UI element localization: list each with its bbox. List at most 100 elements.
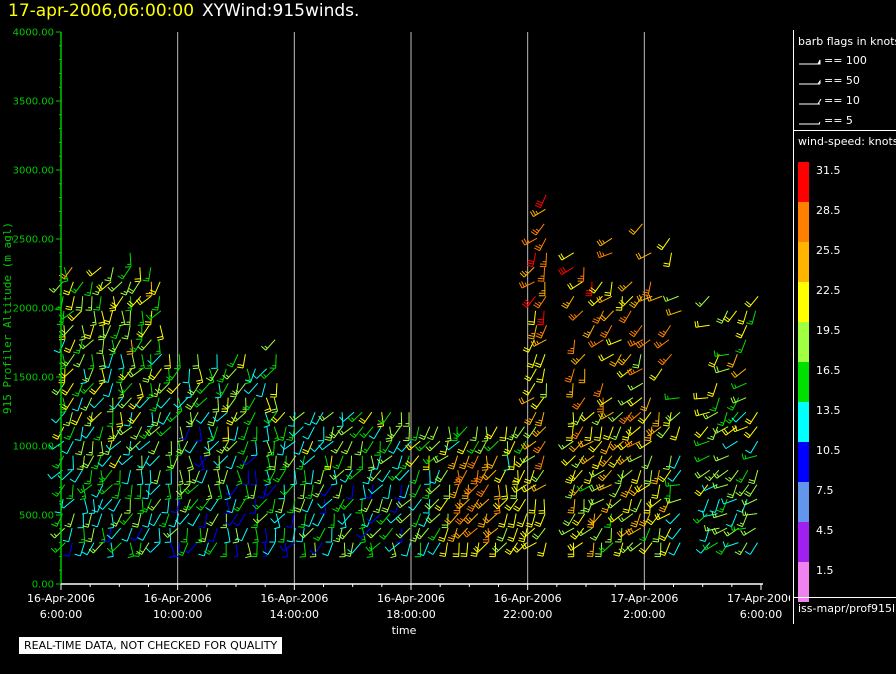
wind-barb bbox=[65, 296, 75, 311]
wind-barb bbox=[118, 513, 134, 525]
wind-barb bbox=[735, 469, 749, 483]
wind-barb bbox=[599, 325, 613, 339]
wind-barb bbox=[717, 412, 728, 427]
wind-barb bbox=[598, 542, 614, 553]
wind-barb bbox=[86, 411, 102, 423]
wind-barb bbox=[519, 266, 535, 278]
wind-barb bbox=[282, 455, 297, 468]
wind-barb bbox=[280, 440, 296, 450]
wind-barb bbox=[138, 354, 145, 370]
wind-barb bbox=[339, 542, 346, 558]
wind-barb bbox=[329, 469, 345, 480]
wind-barb bbox=[145, 354, 152, 369]
wind-barb bbox=[212, 411, 228, 422]
wind-barb bbox=[748, 470, 759, 485]
wind-barb bbox=[453, 527, 468, 539]
wind-barb bbox=[409, 470, 420, 485]
x-tick-date: 17-Apr-2006 bbox=[610, 592, 678, 605]
wind-barb bbox=[322, 542, 334, 557]
wind-barb bbox=[262, 484, 277, 497]
y-tick-label: 500.00 bbox=[19, 511, 54, 522]
wind-barb bbox=[526, 354, 538, 369]
wind-barb bbox=[484, 426, 498, 440]
wind-barb bbox=[262, 426, 270, 442]
wind-barb bbox=[693, 392, 709, 400]
wind-barb bbox=[226, 354, 239, 368]
wind-barb bbox=[512, 542, 528, 553]
wind-barb bbox=[102, 441, 113, 456]
wind-barb bbox=[222, 426, 230, 442]
wind-barb bbox=[571, 411, 584, 426]
wind-barb bbox=[454, 469, 468, 483]
wind-barb bbox=[61, 440, 74, 455]
wind-barb bbox=[587, 513, 602, 525]
wind-barb bbox=[286, 426, 296, 441]
wind-barb bbox=[107, 426, 115, 442]
wind-barb bbox=[222, 368, 237, 380]
wind-barb bbox=[561, 296, 575, 309]
wind-barb bbox=[195, 382, 211, 394]
wind-barb bbox=[617, 353, 632, 366]
wind-barb bbox=[127, 368, 143, 378]
wind-barb bbox=[402, 426, 411, 442]
wind-barb bbox=[222, 397, 237, 410]
wind-barb bbox=[264, 455, 271, 472]
wind-barb bbox=[702, 411, 719, 420]
wind-barb bbox=[524, 368, 537, 382]
wind-barb bbox=[76, 484, 93, 494]
wind-barb bbox=[109, 339, 116, 356]
wind-barb bbox=[602, 426, 614, 441]
wind-barb bbox=[414, 527, 430, 540]
y-tick-label: 1000.00 bbox=[13, 442, 54, 453]
wind-barb bbox=[694, 455, 710, 463]
wind-barb bbox=[304, 484, 314, 499]
wind-barb bbox=[746, 310, 757, 325]
wind-barb bbox=[604, 281, 613, 297]
wind-barb bbox=[568, 469, 583, 482]
wind-barb bbox=[424, 470, 431, 485]
wind-barb bbox=[701, 484, 718, 491]
wind-barb bbox=[378, 527, 394, 540]
wind-barb bbox=[507, 455, 516, 471]
wind-barb bbox=[617, 397, 634, 406]
wind-barb bbox=[709, 498, 720, 513]
wind-barb bbox=[579, 411, 595, 422]
wind-barb bbox=[145, 542, 161, 553]
wind-barb bbox=[96, 470, 104, 486]
x-tick-date: 16-Apr-2006 bbox=[144, 592, 212, 605]
wind-barb bbox=[249, 499, 256, 514]
wind-barb bbox=[91, 513, 103, 528]
wind-barb bbox=[69, 281, 84, 294]
wind-barb bbox=[70, 411, 83, 426]
wind-barb bbox=[522, 382, 536, 396]
wind-barb bbox=[503, 455, 511, 471]
wind-barb bbox=[638, 542, 653, 555]
wind-barb bbox=[205, 498, 219, 512]
wind-barb bbox=[597, 469, 612, 482]
wind-barb bbox=[395, 412, 403, 427]
wind-barb bbox=[88, 499, 96, 515]
wind-barb bbox=[566, 383, 574, 398]
wind-barb bbox=[481, 455, 489, 471]
wind-barb bbox=[588, 469, 605, 478]
wind-barb bbox=[356, 455, 363, 471]
wind-barb bbox=[456, 440, 469, 455]
wind-barb bbox=[50, 542, 66, 553]
wind-barb bbox=[613, 542, 624, 557]
barb-sample-icon bbox=[799, 121, 821, 125]
wind-barb bbox=[88, 542, 104, 554]
wind-barb bbox=[516, 513, 528, 528]
wind-barb bbox=[642, 281, 652, 297]
wind-barb bbox=[652, 528, 661, 543]
wind-barb bbox=[270, 513, 286, 524]
wind-barb bbox=[588, 281, 603, 294]
wind-barb bbox=[232, 498, 246, 512]
wind-barb bbox=[513, 440, 527, 454]
wind-barb bbox=[694, 484, 709, 497]
wind-barb bbox=[252, 498, 267, 510]
wind-barb bbox=[96, 339, 105, 355]
wind-barb bbox=[301, 440, 314, 455]
wind-barb bbox=[80, 397, 93, 411]
wind-barb bbox=[317, 426, 325, 442]
wind-barb bbox=[366, 469, 382, 482]
